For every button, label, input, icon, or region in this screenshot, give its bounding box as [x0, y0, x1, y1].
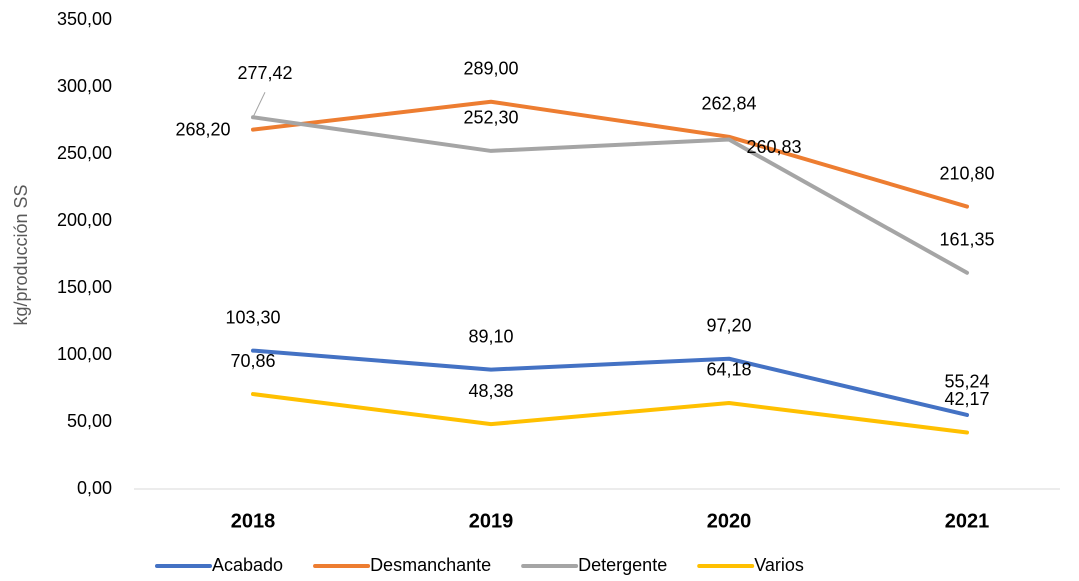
- data-label: 252,30: [463, 108, 518, 128]
- x-tick-label: 2018: [231, 510, 276, 532]
- data-label: 103,30: [225, 307, 280, 327]
- y-tick-label: 150,00: [57, 277, 112, 297]
- y-tick-label: 200,00: [57, 210, 112, 230]
- data-label: 289,00: [463, 58, 518, 78]
- y-tick-label: 100,00: [57, 344, 112, 364]
- leader-line: [252, 92, 266, 118]
- data-label: 277,42: [237, 63, 292, 83]
- y-tick-label: 0,00: [77, 478, 112, 498]
- data-label: 260,83: [746, 137, 801, 157]
- y-tick-label: 350,00: [57, 9, 112, 29]
- y-tick-label: 300,00: [57, 76, 112, 96]
- data-label: 268,20: [175, 119, 230, 139]
- x-tick-label: 2019: [469, 510, 514, 532]
- data-label: 89,10: [468, 326, 513, 346]
- data-label: 210,80: [939, 163, 994, 183]
- legend-label: Varios: [754, 555, 804, 575]
- x-tick-label: 2020: [707, 510, 752, 532]
- data-label: 55,24: [944, 372, 989, 392]
- data-label: 64,18: [706, 360, 751, 380]
- data-label: 42,17: [944, 389, 989, 409]
- data-label: 262,84: [701, 94, 756, 114]
- y-tick-label: 50,00: [67, 411, 112, 431]
- data-label: 97,20: [706, 316, 751, 336]
- legend-label: Desmanchante: [370, 555, 491, 575]
- series-line: [251, 392, 969, 435]
- data-label: 70,86: [230, 351, 275, 371]
- series-line: [251, 115, 969, 275]
- y-axis-label: kg/producción SS: [11, 184, 31, 325]
- y-tick-label: 250,00: [57, 143, 112, 163]
- series-line: [251, 99, 969, 209]
- data-label: 48,38: [468, 381, 513, 401]
- legend-label: Detergente: [578, 555, 667, 575]
- x-tick-label: 2021: [945, 510, 990, 532]
- legend-label: Acabado: [212, 555, 283, 575]
- data-label: 161,35: [939, 230, 994, 250]
- series-line: [251, 348, 969, 417]
